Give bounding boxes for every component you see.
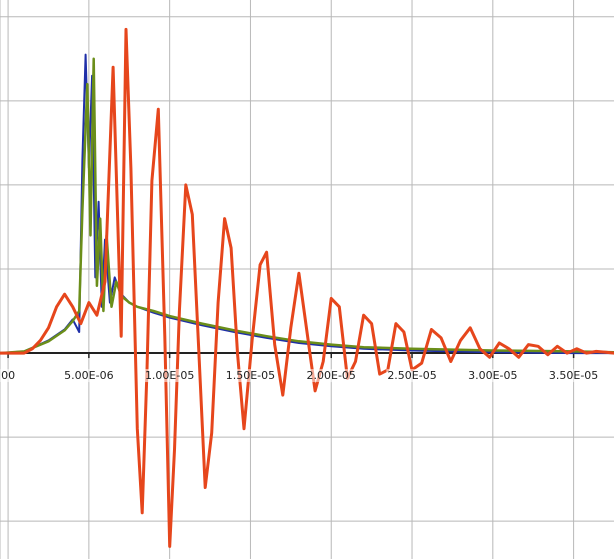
x-tick-label: 1.00E-05 [145,369,194,382]
x-tick-label-background [386,369,438,383]
x-tick-label: 2.50E-05 [387,369,436,382]
x-tick-label: 1.50E-05 [226,369,275,382]
vertical-gridlines [0,0,575,559]
x-tick-label: 3.50E-05 [549,369,598,382]
x-tick-labels: 00 5.00E-06 1.00E-05 1.50E-05 2.00E-05 2.50E-… [0,369,600,383]
x-tick-label: 3.00E-05 [468,369,517,382]
x-tick-label: 00 [1,369,15,382]
series-line-1 [0,53,614,355]
series-line-2 [0,57,614,355]
x-tick-label-background [305,369,357,383]
x-tick-label-background [0,369,17,383]
x-tick-label: 2.00E-05 [307,369,356,382]
x-tick-label: 5.00E-06 [64,369,113,382]
x-tick-label-background [224,369,277,383]
x-tick-label-background [63,369,115,383]
series-line-3 [0,27,614,548]
horizontal-gridlines [0,16,614,522]
series-layer [0,27,614,548]
x-tick-label-background [467,369,519,383]
x-tick-label-background [143,369,196,383]
x-tick-label-background [547,369,600,383]
